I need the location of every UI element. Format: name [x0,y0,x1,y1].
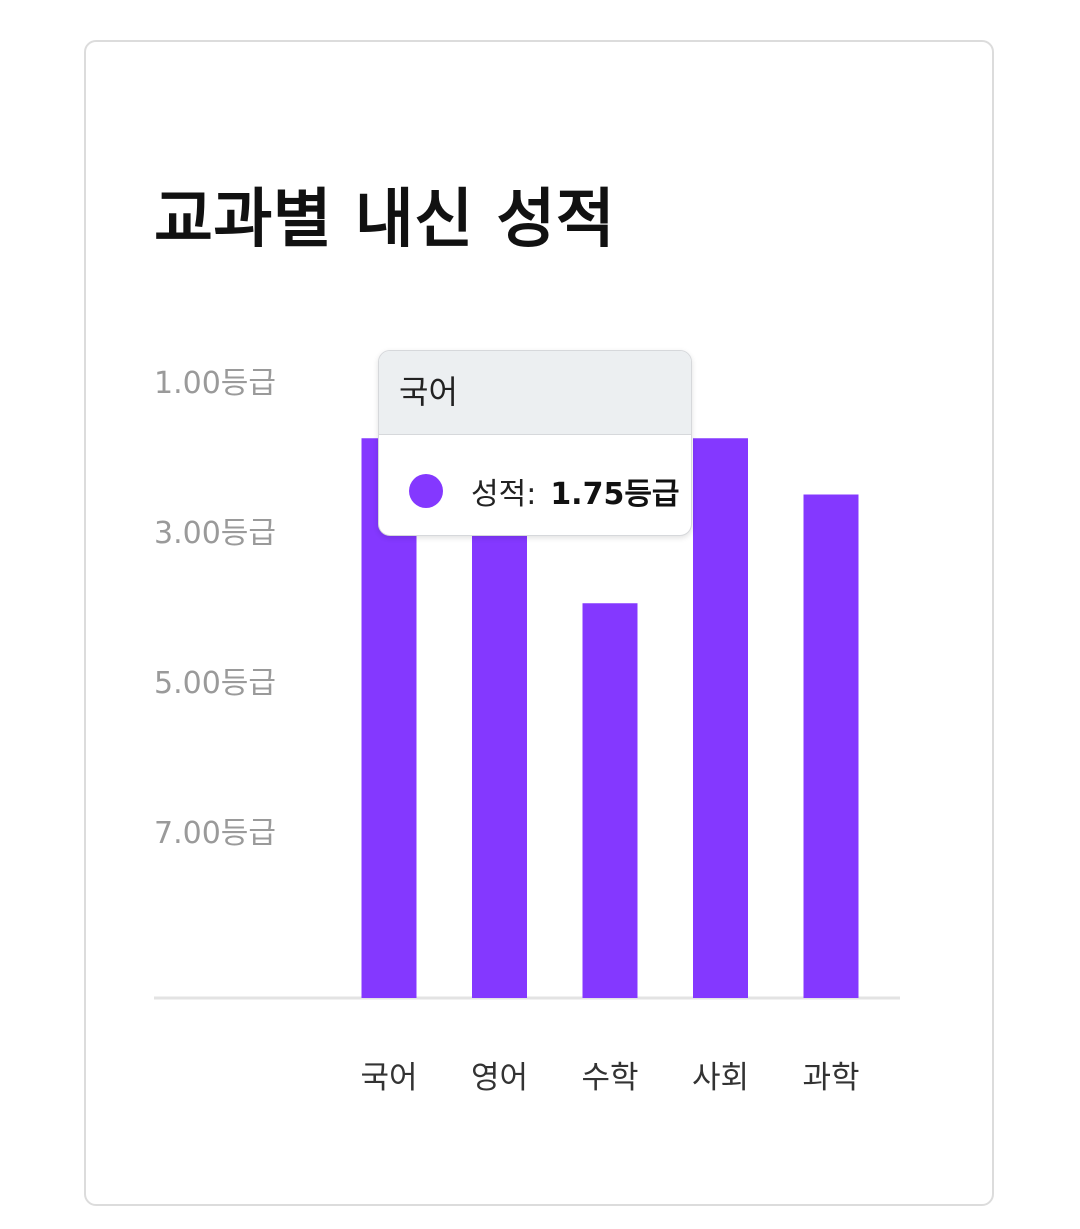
bar[interactable] [803,494,859,999]
tooltip-row: 성적: 1.75등급 [409,469,680,513]
chart-tooltip: 국어 성적: 1.75등급 [378,350,692,536]
x-tick-label: 영어 [471,1060,528,1096]
tooltip-category: 국어 [379,351,691,435]
series-dot-icon [409,474,443,508]
bar[interactable] [582,603,638,998]
x-tick-label: 수학 [581,1060,638,1096]
y-tick-label: 5.00등급 [154,666,276,701]
y-tick-label: 7.00등급 [154,816,276,851]
bar[interactable] [472,532,527,998]
tooltip-series-label: 성적: [471,477,537,512]
x-tick-label: 과학 [802,1060,859,1096]
y-tick-label: 3.00등급 [154,516,276,551]
x-tick-label: 국어 [360,1060,417,1096]
chart-title: 교과별 내신 성적 [154,183,616,257]
x-tick-label: 사회 [692,1060,749,1096]
tooltip-value: 1.75등급 [550,477,680,512]
bar[interactable] [693,438,748,998]
y-tick-label: 1.00등급 [154,366,276,401]
